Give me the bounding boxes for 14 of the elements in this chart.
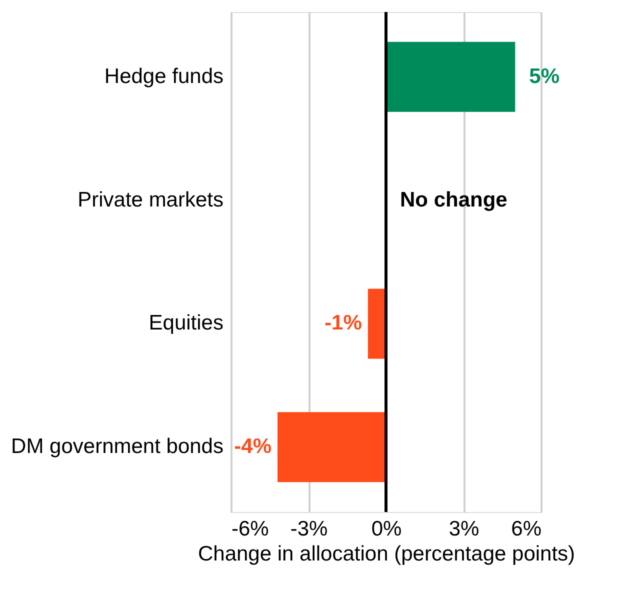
y-tick-label: Equities: [148, 312, 224, 335]
data-label: -4%: [234, 435, 272, 458]
data-label: 5%: [529, 64, 560, 88]
x-tick-label: 0%: [371, 518, 402, 540]
y-tick-label: Hedge funds: [104, 64, 224, 88]
x-tick-label: -6%: [232, 518, 269, 540]
x-tick-label: 3%: [448, 518, 480, 540]
x-tick-label: -3%: [290, 518, 328, 540]
data-label: No change: [400, 188, 508, 212]
x-axis-title: Change in allocation (percentage points): [198, 542, 576, 566]
y-tick-label: Private markets: [78, 188, 224, 212]
x-tick-label: 6%: [511, 518, 542, 540]
y-tick-label: DM government bonds: [11, 435, 224, 458]
data-label: -1%: [324, 312, 362, 335]
